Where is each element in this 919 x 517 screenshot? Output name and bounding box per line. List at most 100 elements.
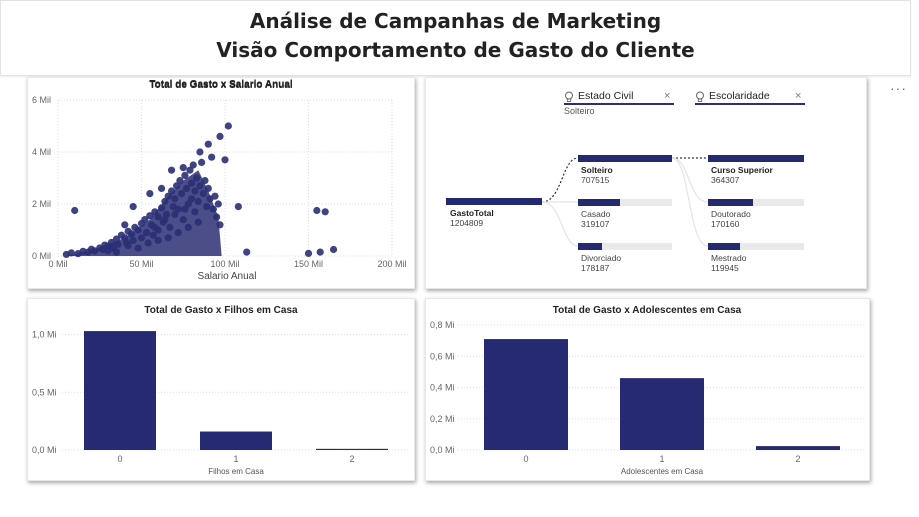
report-header: Análise de Campanhas de Marketing Visão … xyxy=(0,0,911,76)
y-tick-label: 0,0 Mi xyxy=(32,445,57,455)
bar xyxy=(200,431,272,450)
scatter-point xyxy=(198,158,206,166)
scatter-point xyxy=(176,177,184,185)
x-tick-label: 200 Mil xyxy=(377,259,406,269)
tree-node-value: 364307 xyxy=(711,175,740,185)
scatter-point xyxy=(184,200,192,208)
scatter-point xyxy=(191,208,199,216)
scatter-chart-title: Total de Gasto x Salario Anual xyxy=(149,80,293,91)
scatter-point xyxy=(199,190,207,198)
y-tick-label: 0,0 Mi xyxy=(430,445,455,455)
y-tick-label: 0,5 Mi xyxy=(32,387,57,397)
scatter-point xyxy=(189,161,197,169)
close-icon[interactable]: × xyxy=(664,90,671,102)
scatter-point xyxy=(234,203,242,211)
filter-escolaridade[interactable]: Escolaridade × xyxy=(695,90,805,120)
tree-node-name: Divorciado xyxy=(581,253,622,263)
scatter-point xyxy=(203,203,211,211)
y-tick-label: 2 Mil xyxy=(32,199,51,209)
scatter-point xyxy=(193,174,201,182)
y-tick-label: 6 Mil xyxy=(32,95,51,105)
bar xyxy=(316,448,388,450)
scatter-point xyxy=(182,184,191,192)
scatter-point xyxy=(194,197,202,205)
tree-node-name: Solteiro xyxy=(581,165,613,175)
scatter-point xyxy=(154,213,162,221)
filter-underline xyxy=(564,103,674,105)
scatter-point xyxy=(313,206,321,215)
scatter-point xyxy=(179,216,187,224)
adolescentes-bar-chart-card[interactable]: Total de Gasto x Adolescentes em Casa 0,0… xyxy=(425,298,870,481)
tree-node-name: Curso Superior xyxy=(711,165,773,175)
x-axis-label: Filhos em Casa xyxy=(208,467,264,476)
scatter-point xyxy=(67,249,75,257)
tree-node-name: GastoTotal xyxy=(450,208,494,218)
filter-estado-civil[interactable]: Estado Civil × Solteiro xyxy=(564,90,674,120)
close-icon[interactable]: × xyxy=(795,90,802,102)
scatter-point xyxy=(166,223,174,231)
scatter-point xyxy=(104,247,112,255)
scatter-point xyxy=(204,140,212,148)
scatter-point xyxy=(144,239,152,247)
scatter-point xyxy=(164,192,172,200)
scatter-point xyxy=(146,190,154,198)
scatter-point xyxy=(191,187,199,195)
x-tick-label: 1 xyxy=(659,454,664,464)
scatter-point xyxy=(157,184,166,192)
tree-node-value: 707515 xyxy=(581,175,610,185)
tree-node-bar xyxy=(578,243,672,250)
bar xyxy=(484,339,568,450)
x-tick-label: 0 xyxy=(523,454,528,464)
scatter-point xyxy=(201,177,209,185)
scatter-point xyxy=(213,213,221,221)
scatter-point xyxy=(188,179,196,187)
scatter-point xyxy=(134,244,142,252)
scatter-chart[interactable]: Total de Gasto x Salario Anual 0 Mil 2 Mil… xyxy=(28,78,414,288)
tree-node-value: 178187 xyxy=(581,263,610,273)
x-tick-label: 50 Mil xyxy=(129,259,153,269)
scatter-point xyxy=(174,205,182,213)
scatter-point xyxy=(243,248,251,256)
filhos-bar-chart-card[interactable]: Total de Gasto x Filhos em Casa 0,0 Mi 0,5… xyxy=(27,298,415,481)
scatter-point xyxy=(181,171,189,179)
scatter-point xyxy=(209,205,217,213)
y-tick-label: 1,0 Mi xyxy=(32,330,57,340)
scatter-point xyxy=(196,182,204,190)
tree-node-bar xyxy=(708,155,804,162)
scatter-point xyxy=(71,206,79,215)
scatter-point xyxy=(188,195,196,203)
scatter-point xyxy=(127,230,136,238)
scatter-point xyxy=(157,204,166,212)
scatter-point xyxy=(154,236,162,244)
scatter-point xyxy=(208,153,216,161)
y-tick-label: 0,4 Mi xyxy=(430,383,455,393)
more-options-icon[interactable]: ··· xyxy=(890,80,907,96)
scatter-point xyxy=(129,203,137,211)
scatter-point xyxy=(137,234,146,242)
bar xyxy=(756,446,840,450)
scatter-point xyxy=(114,240,122,248)
scatter-point xyxy=(329,245,338,254)
scatter-point xyxy=(224,122,232,130)
adolescentes-bar-chart[interactable]: Total de Gasto x Adolescentes em Casa 0,0… xyxy=(426,299,869,480)
lightbulb-icon xyxy=(565,91,573,102)
scatter-point xyxy=(214,200,222,208)
filter-escolaridade-label: Escolaridade xyxy=(709,90,770,102)
x-tick-label: 2 xyxy=(795,454,800,464)
tree-node-bar xyxy=(446,198,542,205)
x-tick-label: 2 xyxy=(349,454,354,464)
scatter-chart-card[interactable]: Total de Gasto x Salario Anual Total de … xyxy=(27,77,415,289)
filhos-bar-chart[interactable]: Total de Gasto x Filhos em Casa 0,0 Mi 0,5… xyxy=(28,299,414,480)
scatter-point xyxy=(321,208,329,216)
scatter-point xyxy=(121,221,129,229)
x-tick-label: 0 Mil xyxy=(48,259,67,269)
lightbulb-icon xyxy=(696,91,704,102)
scatter-point xyxy=(112,248,121,256)
scatter-point xyxy=(216,132,224,140)
decomposition-tree-card[interactable]: Estado Civil × Solteiro Escolaridade × G… xyxy=(425,77,867,289)
tree-node-bar xyxy=(708,243,804,250)
scatter-point xyxy=(196,148,204,156)
scatter-point xyxy=(124,242,132,250)
scatter-point xyxy=(142,229,151,237)
scatter-point xyxy=(141,216,149,224)
